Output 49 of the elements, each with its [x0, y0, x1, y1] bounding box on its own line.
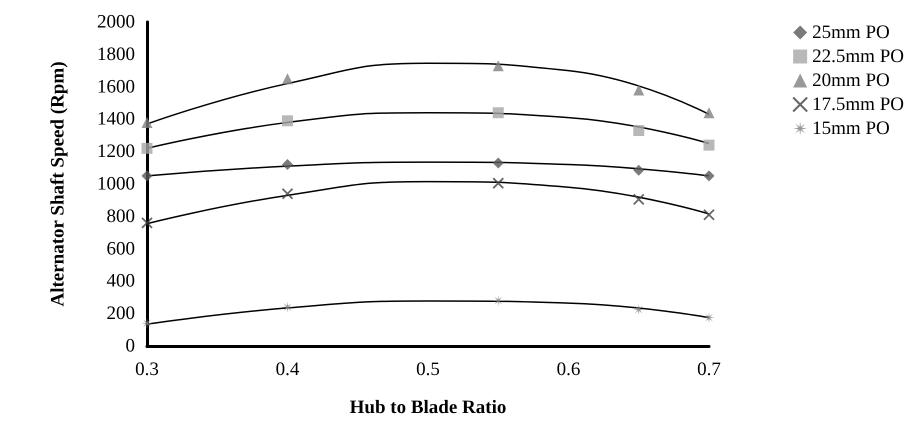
x-tick-label: 0.3 [135, 359, 159, 380]
x-tick-label: 0.5 [416, 359, 440, 380]
point [492, 295, 504, 306]
y-tick-label: 1000 [97, 174, 135, 194]
y-tick-label: 0 [126, 336, 135, 356]
legend-label: 15mm PO [812, 118, 890, 139]
point [633, 125, 644, 136]
y-tick-label: 400 [106, 270, 135, 292]
y-tick-label: 600 [106, 238, 135, 260]
point [633, 84, 644, 96]
point [704, 312, 714, 324]
y-tick-label: 1600 [97, 76, 135, 98]
y-tick-label: 1800 [97, 44, 135, 65]
line-series [146, 180, 710, 224]
y-tick-label: 800 [106, 206, 135, 227]
point [704, 170, 714, 182]
x-tick-label: 0.6 [556, 359, 580, 380]
point [142, 142, 152, 154]
x-tick-label: 0.4 [276, 359, 300, 380]
point [282, 159, 293, 170]
point [704, 140, 714, 151]
point [142, 116, 152, 128]
y-tick-label: 1200 [97, 141, 135, 162]
legend-label: 25mm PO [812, 22, 890, 43]
y-axis-title: Alternator Shaft Speed (Rpm) [48, 61, 68, 307]
x-axis-title: Hub to Blade Ratio [350, 397, 506, 418]
legend-label: 20mm PO [812, 70, 890, 91]
point [492, 177, 504, 190]
point [632, 193, 645, 206]
point [282, 188, 294, 200]
point [142, 318, 152, 329]
point [492, 157, 504, 168]
y-tick-label: 1400 [97, 108, 135, 130]
point [704, 107, 714, 118]
point [703, 208, 715, 221]
point [282, 302, 293, 313]
y-tick-label: 200 [106, 303, 135, 324]
x-tick-label: 0.7 [697, 359, 721, 380]
point [492, 60, 504, 72]
point [282, 73, 293, 84]
point [633, 304, 644, 316]
legend-label: 22.5mm PO [812, 46, 904, 67]
point [142, 170, 152, 182]
point [141, 216, 153, 229]
point [492, 107, 504, 118]
legend-label: 17.5mm PO [812, 94, 904, 115]
y-tick-label: 2000 [97, 12, 135, 32]
point [633, 164, 644, 176]
point [282, 115, 293, 126]
